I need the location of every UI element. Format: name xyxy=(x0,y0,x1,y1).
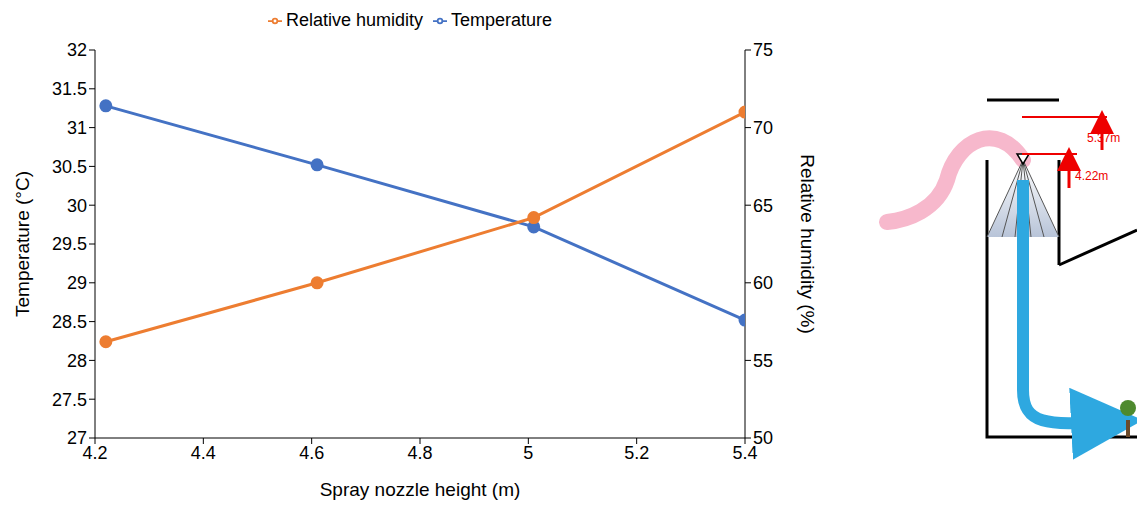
svg-text:4.6: 4.6 xyxy=(299,443,324,463)
svg-text:32: 32 xyxy=(67,40,87,60)
html-text:Temperature: Temperature xyxy=(451,10,553,30)
svg-text:27: 27 xyxy=(67,428,87,448)
svg-text:70: 70 xyxy=(753,118,773,138)
svg-text:27.5: 27.5 xyxy=(52,390,87,410)
svg-text:5.2: 5.2 xyxy=(624,443,649,463)
svg-text:5.37m: 5.37m xyxy=(1087,131,1120,145)
svg-text:Temperature (°C): Temperature (°C) xyxy=(12,171,33,317)
svg-text:4.22m: 4.22m xyxy=(1075,169,1108,183)
svg-text:30.5: 30.5 xyxy=(52,157,87,177)
svg-text:28.5: 28.5 xyxy=(52,312,87,332)
svg-text:55: 55 xyxy=(753,351,773,371)
svg-text:60: 60 xyxy=(753,273,773,293)
html-text:Relative humidity: Relative humidity xyxy=(285,10,423,30)
svg-text:4.8: 4.8 xyxy=(407,443,432,463)
svg-text:50: 50 xyxy=(753,428,773,448)
svg-text:4.2: 4.2 xyxy=(82,442,108,463)
svg-text:30: 30 xyxy=(67,196,87,216)
svg-text:31.5: 31.5 xyxy=(52,79,87,99)
svg-text:4.4: 4.4 xyxy=(191,443,216,463)
svg-text:29.5: 29.5 xyxy=(52,234,87,254)
svg-text:5.4: 5.4 xyxy=(732,442,758,463)
svg-text:5: 5 xyxy=(523,443,533,463)
svg-text:28: 28 xyxy=(67,351,87,371)
svg-text:31: 31 xyxy=(67,118,87,138)
svg-text:Spray nozzle height (m): Spray nozzle height (m) xyxy=(320,479,521,500)
svg-text:29: 29 xyxy=(67,273,87,293)
svg-text:75: 75 xyxy=(753,40,773,60)
svg-text:65: 65 xyxy=(753,196,773,216)
svg-text:Relative humidity (%): Relative humidity (%) xyxy=(797,154,818,334)
